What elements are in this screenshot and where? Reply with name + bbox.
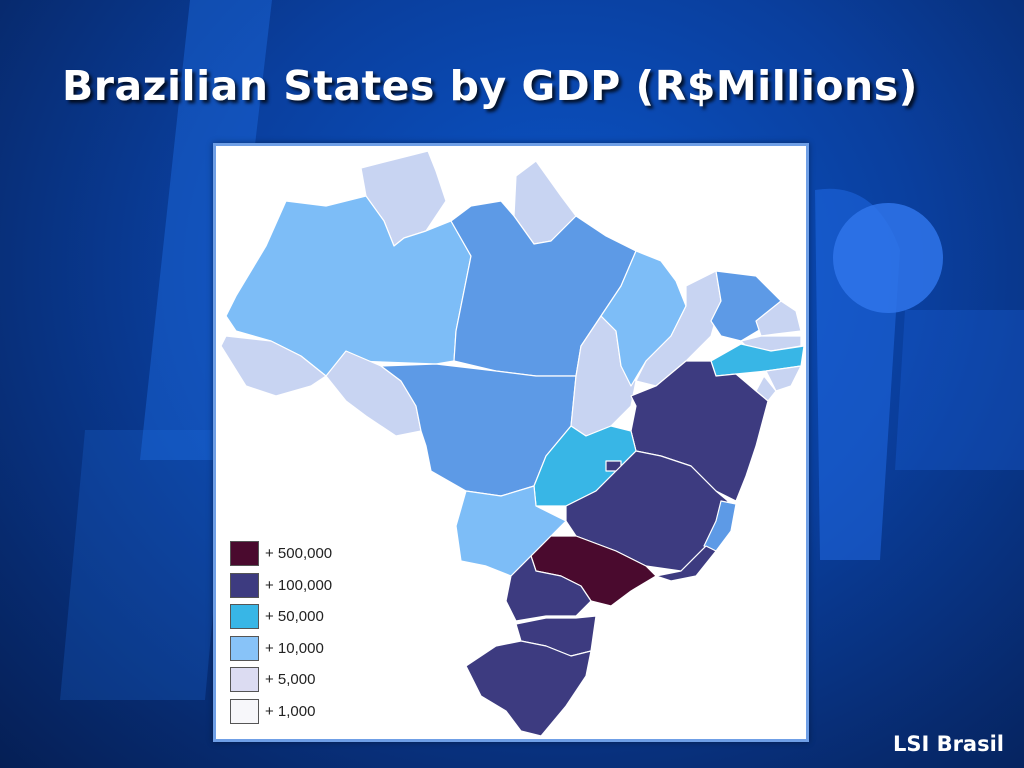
brazil-states-map — [220, 150, 805, 737]
state-parana — [505, 555, 592, 622]
legend-label: + 5,000 — [265, 671, 316, 689]
legend-item-10000: + 10,000 — [230, 633, 332, 665]
legend-label: + 50,000 — [265, 608, 324, 626]
legend-item-500000: + 500,000 — [230, 538, 332, 570]
legend-swatch — [230, 541, 259, 567]
state-maranhao — [600, 250, 687, 387]
legend-label: + 100,000 — [265, 576, 333, 594]
legend-item-50000: + 50,000 — [230, 601, 332, 633]
legend-swatch — [230, 635, 259, 661]
legend-label: + 1,000 — [265, 702, 316, 720]
legend-item-5000: + 5,000 — [230, 664, 332, 696]
map-legend: + 500,000 + 100,000 + 50,000 + 10,000 + … — [230, 538, 332, 727]
legend-item-100000: + 100,000 — [230, 570, 332, 602]
state-alagoas — [765, 365, 802, 392]
slide-title: Brazilian States by GDP (R$Millions) — [62, 62, 918, 110]
legend-item-1000: + 1,000 — [230, 696, 332, 728]
state-rio-grande-do-sul — [465, 640, 592, 737]
footer-brand: LSI Brasil — [892, 732, 1004, 756]
legend-swatch — [230, 604, 259, 630]
legend-swatch — [230, 572, 259, 598]
legend-swatch — [230, 698, 259, 724]
legend-swatch — [230, 667, 259, 693]
map-panel: + 500,000 + 100,000 + 50,000 + 10,000 + … — [213, 143, 809, 742]
legend-label: + 500,000 — [265, 545, 333, 563]
state-rondonia — [325, 350, 422, 437]
state-acre — [220, 335, 327, 397]
legend-label: + 10,000 — [265, 639, 324, 657]
